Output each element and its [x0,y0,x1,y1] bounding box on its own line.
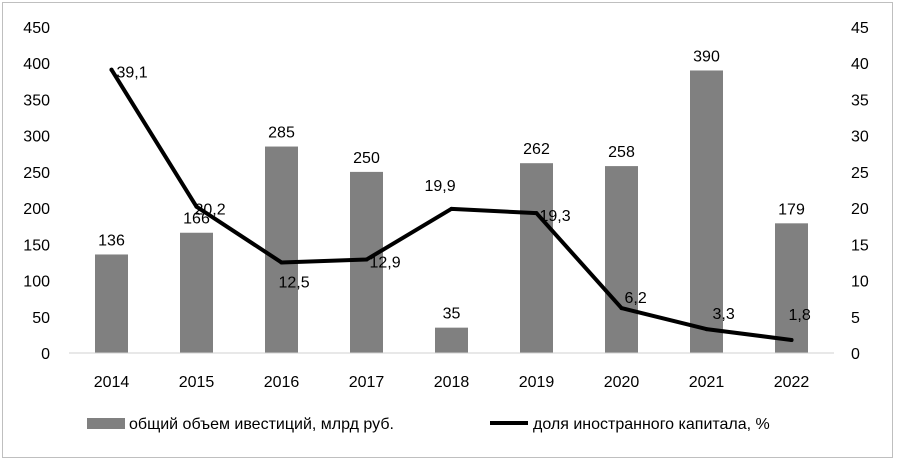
bar [95,254,128,353]
bar [350,171,383,353]
bar-data-label: 262 [523,141,550,158]
bar-labels: 136 166 285 250 35 262 258 390 179 [98,48,805,322]
left-axis: 0 50 100 150 200 250 300 350 400 450 [23,20,50,363]
line-series [109,67,794,342]
left-axis-tick-label: 450 [23,20,50,37]
x-axis-tick-label: 2017 [349,374,385,391]
line-data-label: 39,1 [117,65,148,82]
bar-data-label: 250 [353,150,380,167]
line-point [789,337,794,342]
bar [690,70,723,353]
bar [265,146,298,353]
bar [435,327,468,353]
bar-series [95,70,808,353]
right-axis-tick-label: 30 [851,129,869,146]
line-point [279,260,284,265]
line-data-label: 12,9 [370,255,401,272]
bar [180,232,213,353]
bar-data-label: 390 [693,48,720,65]
bar [605,166,638,353]
line-data-label: 1,8 [789,307,811,324]
line-point [449,206,454,211]
left-axis-tick-label: 100 [23,274,50,291]
left-axis-tick-label: 350 [23,92,50,109]
right-axis-tick-label: 20 [851,201,869,218]
legend: общий объем ивестиций, млрд руб. доля ин… [87,416,770,433]
bar-data-label: 136 [98,232,125,249]
left-axis-tick-label: 50 [32,310,50,327]
x-axis-tick-label: 2022 [774,374,810,391]
left-axis-tick-label: 400 [23,56,50,73]
bar-data-label: 35 [443,306,461,323]
line-point [109,67,114,72]
x-axis-tick-label: 2021 [689,374,725,391]
right-axis-tick-label: 0 [851,346,860,363]
x-axis-tick-label: 2015 [179,374,215,391]
x-axis: 2014 2015 2016 2017 2018 2019 2020 2021 2022 [94,374,810,391]
right-axis-tick-label: 10 [851,274,869,291]
legend-line-label: доля иностранного капитала, % [533,416,770,433]
line-data-label: 19,3 [540,208,571,225]
x-axis-tick-label: 2016 [264,374,300,391]
right-axis-tick-label: 35 [851,92,869,109]
left-axis-tick-label: 300 [23,129,50,146]
line-point [364,257,369,262]
legend-bar-swatch [87,418,125,429]
left-axis-tick-label: 0 [41,346,50,363]
x-axis-tick-label: 2020 [604,374,640,391]
line-data-label: 19,9 [425,178,456,195]
line-point [194,204,199,209]
bar-data-label: 258 [608,144,635,161]
line-data-label: 12,5 [279,274,310,291]
bar-data-label: 166 [183,211,210,228]
x-axis-tick-label: 2018 [434,374,470,391]
legend-bar-label: общий объем ивестиций, млрд руб. [129,416,394,433]
line-point [534,211,539,216]
left-axis-tick-label: 250 [23,165,50,182]
bar-data-label: 179 [778,201,805,218]
line-labels: 39,1 20,2 12,5 12,9 19,9 19,3 6,2 3,3 1,8 [117,65,811,324]
left-axis-tick-label: 200 [23,201,50,218]
x-axis-tick-label: 2014 [94,374,130,391]
line-data-label: 6,2 [625,290,647,307]
left-axis-tick-label: 150 [23,237,50,254]
line-data-label: 20,2 [195,202,226,219]
right-axis-tick-label: 5 [851,310,860,327]
right-axis-tick-label: 15 [851,237,869,254]
line-data-label: 3,3 [713,306,735,323]
line-point [704,327,709,332]
right-axis: 0 5 10 15 20 25 30 35 40 45 [851,20,869,363]
right-axis-tick-label: 25 [851,165,869,182]
bar-data-label: 285 [268,125,295,142]
right-axis-tick-label: 45 [851,20,869,37]
right-axis-tick-label: 40 [851,56,869,73]
bar [775,223,808,353]
bar [520,163,553,353]
line-point [619,306,624,311]
x-axis-tick-label: 2019 [519,374,555,391]
